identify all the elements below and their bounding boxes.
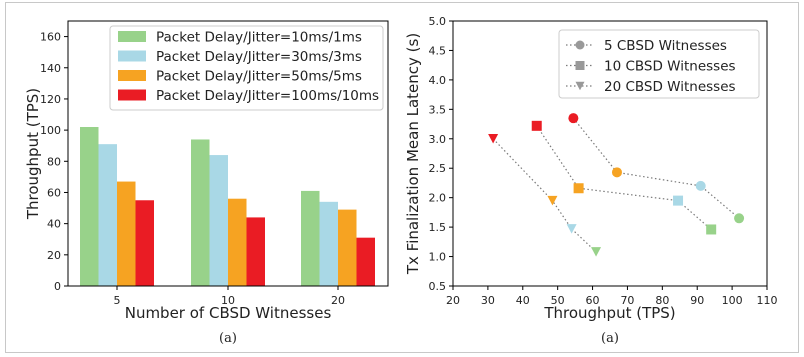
bar: [209, 155, 228, 286]
data-point: [706, 224, 717, 235]
legend-label: 10 CBSD Witnesses: [604, 59, 736, 75]
data-point: [611, 167, 622, 178]
legend-marker: [575, 61, 585, 70]
data-point: [695, 180, 706, 191]
data-point: [566, 224, 577, 234]
legend: 5 CBSD Witnesses 10 CBSD Witnesses 20 CBSD…: [558, 29, 760, 99]
y-tick-label: 2.0: [429, 192, 447, 205]
data-point: [568, 113, 579, 124]
y-tick-label: 60: [47, 186, 61, 199]
y-tick-label: 4.5: [429, 44, 447, 57]
legend-label: 20 CBSD Witnesses: [604, 79, 736, 95]
legend-swatch: [118, 70, 146, 81]
legend-marker: [575, 40, 585, 50]
legend-label: 5 CBSD Witnesses: [604, 38, 727, 54]
y-tick-label: 20: [47, 249, 61, 262]
series-line: [492, 138, 597, 253]
data-point: [573, 183, 584, 194]
data-point: [531, 120, 542, 131]
x-tick-label: 30: [481, 294, 495, 307]
series-line: [572, 117, 740, 219]
legend-marker: [575, 81, 585, 91]
bar: [301, 190, 320, 286]
bar: [191, 139, 210, 286]
y-tick-label: 5.0: [429, 15, 447, 28]
legend-label: Packet Delay/Jitter=100ms/10ms: [156, 88, 379, 104]
legend-swatch: [118, 50, 146, 62]
legend-label: Packet Delay/Jitter=10ms/1ms: [156, 30, 362, 46]
bar: [246, 217, 265, 286]
y-tick-label: 1.0: [429, 251, 447, 264]
legend-label: Packet Delay/Jitter=30ms/3ms: [156, 49, 362, 65]
x-tick-label: 90: [690, 294, 704, 307]
x-tick-label: 110: [757, 294, 778, 307]
y-tick-label: 0: [54, 280, 61, 293]
y-tick-label: 2.5: [429, 162, 447, 175]
bar: [319, 201, 338, 286]
data-point: [734, 213, 745, 224]
x-tick-label: 100: [722, 294, 743, 307]
legend-box: [109, 25, 384, 111]
x-tick-label: 10: [221, 294, 235, 307]
legend: Packet Delay/Jitter=10ms/1ms Packet Delay…: [109, 25, 384, 111]
bar: [135, 200, 154, 286]
data-point: [673, 195, 684, 206]
bar: [338, 209, 357, 286]
y-tick-label: 1.5: [429, 221, 447, 234]
bar: [117, 181, 136, 286]
scatter-chart: 0.5 1.0 1.5 2.0 2.5 3.0 3.5 4.0 4.5 5.0 20 30 40 50 60…: [404, 15, 778, 346]
x-tick-label: 50: [551, 294, 565, 307]
figure-frame: [5, 2, 799, 353]
x-tick-label: 20: [446, 294, 460, 307]
data-point: [547, 195, 558, 206]
x-tick-label: 40: [516, 294, 530, 307]
legend-swatch: [118, 31, 146, 42]
y-axis-label: Tx Finalization Mean Latency (s): [404, 33, 422, 275]
x-axis-label: Throughput (TPS): [543, 304, 675, 322]
bar: [98, 144, 117, 286]
x-axis-label: Number of CBSD Witnesses: [125, 304, 332, 322]
figure-caption: (a): [601, 331, 619, 346]
figure-caption: (a): [219, 331, 237, 346]
y-axis-label: Throughput (TPS): [24, 88, 42, 220]
y-tick-label: 4.0: [429, 74, 447, 87]
y-tick-label: 80: [47, 155, 61, 168]
legend-box: [558, 29, 760, 99]
y-tick-label: 3.5: [429, 103, 447, 116]
bar: [356, 237, 375, 286]
series-line: [536, 125, 712, 230]
x-tick-label: 20: [331, 294, 345, 307]
data-point: [488, 134, 499, 144]
y-tick-label: 160: [40, 31, 61, 44]
y-tick-label: 100: [40, 124, 61, 137]
x-tick-label: 80: [655, 294, 669, 307]
y-tick-label: 3.0: [429, 133, 447, 146]
legend-swatch: [118, 89, 146, 101]
bar: [80, 127, 99, 286]
x-tick-label: 60: [586, 294, 600, 307]
y-tick-label: 140: [40, 62, 61, 75]
x-tick-label: 5: [114, 294, 121, 307]
bar: [228, 198, 247, 286]
legend-label: Packet Delay/Jitter=50ms/5ms: [156, 69, 362, 85]
plot-area-border: [452, 20, 768, 287]
y-tick-label: 120: [40, 93, 61, 106]
y-tick-label: 0.5: [429, 280, 447, 293]
y-tick-label: 40: [47, 218, 61, 231]
data-point: [591, 247, 602, 257]
x-tick-label: 70: [620, 294, 634, 307]
